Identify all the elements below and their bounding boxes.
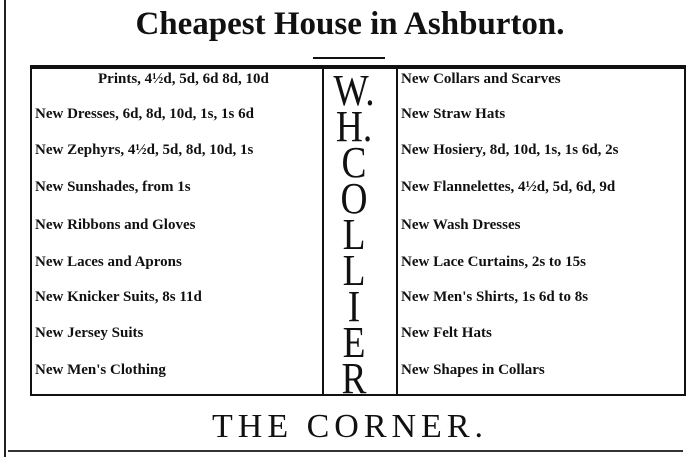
- list-item: New Dresses, 6d, 8d, 10d, 1s, 1s 6d: [35, 106, 254, 122]
- list-item: New Hosiery, 8d, 10d, 1s, 1s 6d, 2s: [401, 142, 619, 158]
- list-item: New Zephyrs, 4½d, 5d, 8d, 10d, 1s: [35, 142, 254, 158]
- headline-rule: [313, 57, 385, 59]
- bottom-rule: [8, 450, 683, 452]
- list-item: New Jersey Suits: [35, 325, 144, 341]
- name-letter: O: [340, 174, 368, 223]
- advert-box: Prints, 4½d, 5d, 6d 8d, 10d New Dresses, …: [30, 65, 686, 401]
- name-letter: I: [347, 282, 361, 331]
- list-item: New Collars and Scarves: [401, 71, 561, 87]
- name-letter: L: [342, 246, 366, 295]
- ad-headline: Cheapest House in Ashburton.: [135, 6, 565, 42]
- name-letter: E: [342, 318, 366, 367]
- list-item: New Flannelettes, 4½d, 5d, 6d, 9d: [401, 179, 616, 195]
- list-item: New Straw Hats: [401, 106, 506, 122]
- list-item: New Felt Hats: [401, 325, 492, 341]
- list-item: New Shapes in Collars: [401, 362, 545, 378]
- name-letter: R: [341, 354, 367, 403]
- page-edge-rule: [0, 0, 6, 457]
- name-letter: L: [342, 210, 366, 259]
- list-item: New Laces and Aprons: [35, 254, 182, 270]
- list-item: Prints, 4½d, 5d, 6d 8d, 10d: [98, 71, 269, 87]
- list-item: New Wash Dresses: [401, 217, 521, 233]
- footer-location: THE CORNER.: [212, 408, 488, 445]
- left-column: Prints, 4½d, 5d, 6d 8d, 10d New Dresses, …: [32, 69, 324, 394]
- list-item: New Lace Curtains, 2s to 15s: [401, 254, 586, 270]
- list-item: New Men's Shirts, 1s 6d to 8s: [401, 289, 589, 305]
- list-item: New Knicker Suits, 8s 11d: [35, 289, 202, 305]
- right-column: New Collars and Scarves New Straw Hats New…: [396, 69, 686, 394]
- list-item: New Ribbons and Gloves: [35, 217, 196, 233]
- name-letter: W.: [333, 66, 375, 115]
- merchant-name-vertical: W. H. C O L L I E R: [324, 66, 396, 401]
- name-letter: H.: [335, 102, 373, 151]
- list-item: New Sunshades, from 1s: [35, 179, 191, 195]
- name-letter: C: [341, 138, 367, 187]
- list-item: New Men's Clothing: [35, 362, 166, 378]
